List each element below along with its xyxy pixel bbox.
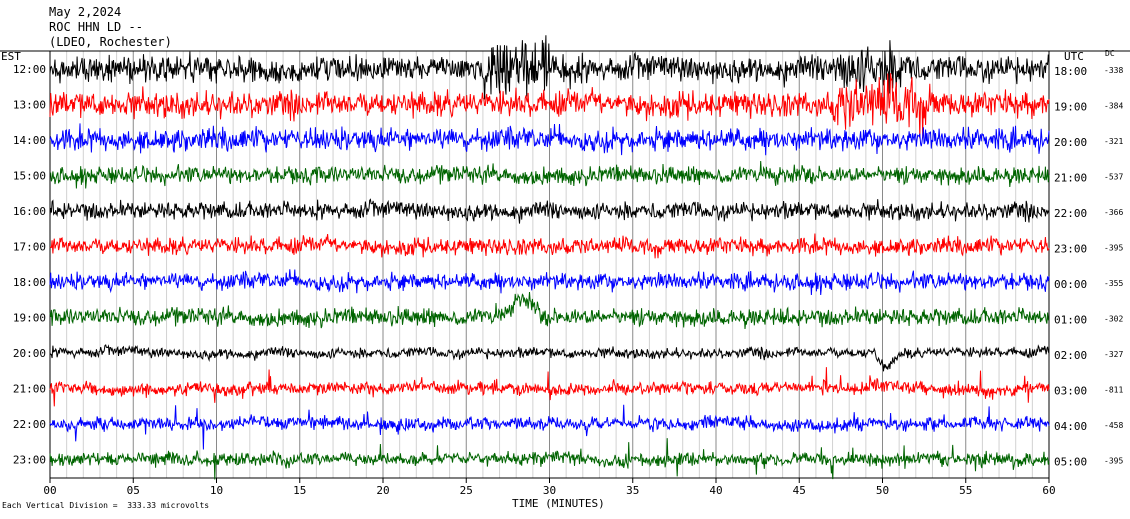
left-hour-label: 14:00 (13, 134, 46, 147)
x-tick-label: 10 (210, 484, 223, 497)
right-hour-label: 04:00 (1054, 420, 1087, 433)
trace-1600 (49, 198, 1050, 224)
dc-offset-label: -302 (1104, 315, 1123, 324)
x-tick-label: 55 (959, 484, 972, 497)
trace-1900 (49, 291, 1049, 330)
right-hour-label: 02:00 (1054, 349, 1087, 362)
left-hour-label: 16:00 (13, 205, 46, 218)
left-hour-labels: 12:00 13:00 14:00 15:00 16:00 17:00 18:00 19:00… (13, 63, 46, 467)
dc-offset-label: -811 (1104, 386, 1123, 395)
right-hour-label: 20:00 (1054, 136, 1087, 149)
header-date: May 2,2024 (49, 5, 122, 19)
trace-2200 (49, 404, 1050, 450)
x-tick-label: 50 (876, 484, 889, 497)
x-tick-label: 45 (793, 484, 806, 497)
header-station: ROC HHN LD -- (49, 20, 143, 34)
right-hour-label: 23:00 (1054, 243, 1087, 256)
x-tick-label: 60 (1042, 484, 1055, 497)
right-timezone-label: UTC (1064, 50, 1084, 63)
trace-1800 (49, 269, 1050, 296)
dc-offset-label: -327 (1104, 350, 1123, 359)
left-hour-label: 22:00 (13, 418, 46, 431)
dc-header-label: DC (1105, 49, 1115, 58)
right-hour-label: 22:00 (1054, 207, 1087, 220)
dc-offset-label: -384 (1104, 102, 1123, 111)
header-network: (LDEO, Rochester) (49, 35, 172, 49)
dc-offset-label: -338 (1104, 66, 1123, 75)
right-hour-label: 05:00 (1054, 456, 1087, 469)
dc-offset-labels: -338 -384 -321 -537 -366 -395 -355 -302 -327 -811… (1104, 66, 1123, 466)
dc-offset-label: -366 (1104, 208, 1123, 217)
trace-1200 (49, 35, 1050, 100)
right-hour-label: 19:00 (1054, 101, 1087, 114)
trace-2100 (49, 367, 1050, 407)
left-hour-label: 23:00 (13, 454, 46, 467)
trace-1700 (49, 233, 1050, 259)
right-hour-label: 18:00 (1054, 65, 1087, 78)
trace-2300 (49, 438, 1050, 480)
trace-1300 (49, 73, 1050, 139)
vertical-division-note: Each Vertical Division = 333.33 microvol… (2, 501, 210, 510)
x-tick-label: 40 (709, 484, 722, 497)
left-hour-label: 19:00 (13, 312, 46, 325)
x-tick-label: 00 (43, 484, 56, 497)
dc-offset-label: -355 (1104, 279, 1123, 288)
x-axis-title: TIME (MINUTES) (512, 497, 605, 510)
left-hour-label: 17:00 (13, 241, 46, 254)
right-hour-label: 01:00 (1054, 314, 1087, 327)
right-hour-label: 21:00 (1054, 172, 1087, 185)
dc-offset-label: -537 (1104, 173, 1123, 182)
left-hour-label: 15:00 (13, 170, 46, 183)
left-hour-label: 18:00 (13, 276, 46, 289)
left-hour-label: 12:00 (13, 63, 46, 76)
left-timezone-label: EST (1, 50, 21, 63)
trace-2000 (49, 344, 1050, 372)
dc-offset-label: -321 (1104, 137, 1123, 146)
x-tick-label: 30 (543, 484, 556, 497)
dc-offset-label: -458 (1104, 421, 1123, 430)
right-hour-label: 00:00 (1054, 278, 1087, 291)
left-hour-label: 20:00 (13, 347, 46, 360)
plot-frame (0, 50, 1130, 479)
left-hour-label: 13:00 (13, 99, 46, 112)
x-tick-label: 15 (293, 484, 306, 497)
x-axis-ticks: 00 05 10 15 20 25 30 35 40 45 50 55 60 (43, 478, 1056, 497)
dc-offset-label: -395 (1104, 244, 1123, 253)
x-tick-label: 25 (460, 484, 473, 497)
trace-1500 (49, 160, 1050, 189)
right-hour-label: 03:00 (1054, 385, 1087, 398)
minute-grid (66, 51, 1033, 478)
left-hour-label: 21:00 (13, 383, 46, 396)
right-hour-labels: 18:00 19:00 20:00 21:00 22:00 23:00 00:00 01:00… (1054, 65, 1087, 469)
x-tick-label: 20 (376, 484, 389, 497)
seismic-traces (49, 35, 1050, 480)
dc-offset-label: -395 (1104, 457, 1123, 466)
trace-1400 (49, 123, 1050, 156)
x-tick-label: 35 (626, 484, 639, 497)
x-tick-label: 05 (127, 484, 140, 497)
